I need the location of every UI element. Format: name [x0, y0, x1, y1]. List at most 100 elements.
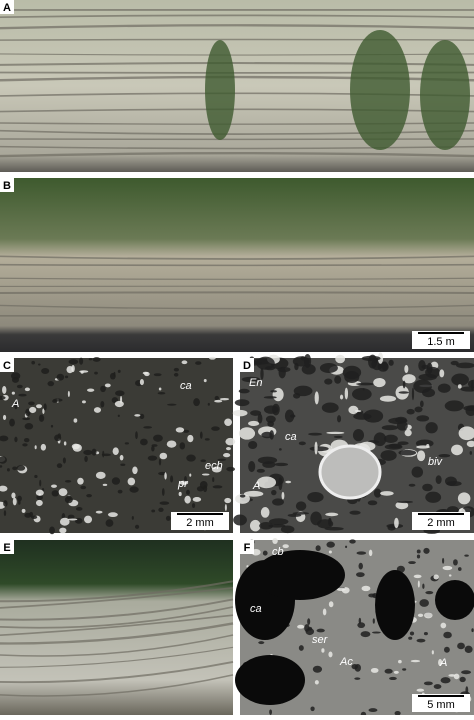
grain	[412, 466, 423, 477]
grain	[22, 443, 27, 446]
grain	[38, 363, 41, 365]
grain	[68, 515, 75, 519]
grain	[11, 493, 15, 499]
grain	[417, 549, 421, 553]
grain	[12, 392, 15, 395]
grain	[59, 528, 66, 534]
grain	[418, 614, 423, 617]
grain	[28, 401, 35, 405]
grain	[422, 484, 432, 491]
grain	[353, 429, 364, 441]
grain	[52, 399, 57, 403]
grain	[195, 361, 201, 365]
grain	[49, 527, 55, 535]
grain	[382, 361, 388, 370]
grain	[143, 426, 152, 429]
grain	[106, 519, 114, 527]
grain	[324, 378, 332, 384]
grain	[113, 447, 119, 455]
grain	[417, 689, 425, 692]
grain	[418, 580, 420, 587]
grain	[451, 445, 463, 456]
grain	[59, 488, 68, 496]
grain	[372, 631, 381, 633]
grain	[239, 427, 255, 439]
grain	[299, 645, 304, 651]
grain	[258, 641, 264, 644]
grain	[86, 494, 92, 497]
grain	[423, 548, 429, 554]
grain	[320, 363, 338, 373]
grain	[471, 628, 473, 632]
grain	[443, 632, 452, 639]
grain	[420, 400, 424, 407]
grain	[224, 498, 231, 503]
vegetation	[350, 30, 410, 150]
grain	[326, 542, 334, 548]
grain	[411, 660, 420, 662]
grain	[297, 625, 304, 629]
grain	[166, 516, 171, 521]
grain	[118, 370, 121, 373]
grain	[36, 500, 43, 506]
grain	[310, 446, 329, 451]
grain	[416, 415, 429, 421]
annotation: ca	[285, 431, 297, 443]
annotation: ser	[312, 634, 329, 646]
grain	[416, 445, 430, 448]
grain	[240, 494, 246, 497]
panel-label: F	[244, 542, 251, 554]
grain	[362, 586, 371, 591]
grain	[180, 442, 186, 449]
grain	[329, 601, 334, 607]
grain	[51, 484, 57, 487]
grain	[51, 425, 53, 428]
grain	[362, 356, 381, 361]
grain	[213, 485, 223, 488]
grain	[348, 406, 358, 414]
grain	[186, 490, 190, 495]
grain	[299, 441, 306, 445]
grain	[87, 388, 94, 391]
grain	[103, 484, 108, 486]
grain-large	[375, 570, 415, 640]
grain	[371, 668, 379, 673]
grain	[193, 398, 200, 406]
grain	[193, 497, 201, 502]
grain	[125, 442, 129, 444]
annotation: ca	[250, 603, 262, 615]
grain	[22, 418, 30, 420]
grain	[3, 500, 7, 507]
annotation: A	[439, 657, 447, 669]
scale-bar-label: 5 mm	[427, 699, 455, 711]
grain	[159, 387, 162, 390]
grain	[248, 461, 255, 472]
grain	[225, 438, 235, 445]
grain	[29, 407, 36, 413]
grain	[414, 407, 422, 413]
grain	[380, 450, 396, 461]
grain	[223, 453, 230, 457]
grain	[262, 461, 275, 468]
grain	[120, 455, 124, 461]
grain	[174, 373, 179, 377]
grain	[264, 396, 277, 399]
grain	[385, 669, 393, 674]
grain	[458, 492, 471, 504]
panel-label: B	[3, 180, 11, 192]
grain	[315, 680, 319, 684]
grain	[270, 390, 277, 392]
grain	[115, 401, 124, 407]
grain	[294, 363, 298, 370]
grain	[470, 451, 472, 455]
grain	[442, 558, 444, 564]
annotation: A	[11, 398, 19, 410]
grain	[68, 518, 78, 520]
grain	[140, 414, 145, 419]
grain	[204, 379, 207, 382]
grain	[135, 431, 138, 439]
annotation: ca	[180, 380, 192, 392]
grain	[17, 465, 26, 471]
grain	[326, 432, 344, 434]
